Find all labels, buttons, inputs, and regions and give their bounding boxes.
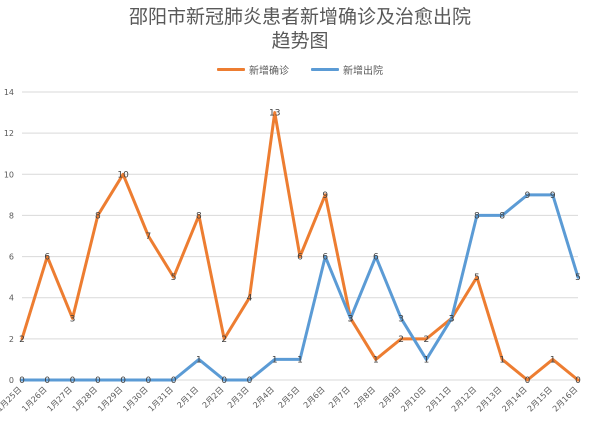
- data-label-confirmed: 2: [19, 335, 25, 345]
- data-label-confirmed: 1: [499, 355, 505, 365]
- x-tick-label: 1月26日: [20, 385, 48, 413]
- x-tick-label: 1月28日: [71, 385, 99, 413]
- data-label-confirmed: 2: [423, 335, 429, 345]
- x-tick-label: 1月27日: [45, 385, 73, 413]
- y-tick-label: 6: [9, 253, 14, 262]
- x-tick-label: 1月25日: [0, 385, 23, 413]
- series-line-confirmed: [20, 111, 580, 382]
- y-tick-label: 0: [9, 376, 14, 385]
- x-tick-label: 2月1日: [175, 385, 200, 410]
- y-tick-label: 8: [9, 211, 14, 220]
- legend-item-confirmed: 新增确诊: [217, 62, 289, 77]
- data-label-confirmed: 2: [398, 335, 404, 345]
- x-tick-label: 1月30日: [121, 385, 149, 413]
- x-tick-label: 2月11日: [425, 385, 453, 413]
- x-tick-label: 2月6日: [302, 385, 327, 410]
- x-tick-label: 2月15日: [526, 385, 554, 413]
- data-label-confirmed: 0: [525, 376, 531, 386]
- data-label-confirmed: 5: [171, 273, 177, 283]
- legend-label-discharged: 新增出院: [343, 66, 383, 77]
- x-tick-label: 2月7日: [327, 385, 352, 410]
- x-tick-label: 2月4日: [251, 385, 276, 410]
- x-tick-label: 1月31日: [147, 385, 175, 413]
- data-label-discharged: 8: [499, 211, 505, 221]
- chart-legend: 新增确诊 新增出院: [0, 62, 600, 77]
- data-label-discharged: 3: [348, 314, 354, 324]
- y-tick-label: 4: [9, 294, 14, 303]
- data-label-confirmed: 1: [373, 355, 379, 365]
- data-label-discharged: 0: [171, 376, 177, 386]
- data-label-discharged: 0: [95, 376, 101, 386]
- data-label-confirmed: 3: [348, 314, 354, 324]
- x-tick-label: 2月13日: [475, 385, 503, 413]
- legend-swatch-confirmed: [217, 68, 245, 71]
- data-label-confirmed: 1: [550, 355, 556, 365]
- data-label-discharged: 1: [272, 355, 278, 365]
- x-tick-label: 2月16日: [551, 385, 579, 413]
- data-label-discharged: 9: [525, 191, 531, 201]
- data-label-discharged: 1: [196, 355, 202, 365]
- data-label-discharged: 0: [221, 376, 227, 386]
- chart-title-line-1: 邵阳市新冠肺炎患者新增确诊及治愈出院: [128, 6, 471, 28]
- data-label-confirmed: 7: [145, 232, 151, 242]
- data-label-confirmed: 3: [70, 314, 76, 324]
- series-line-discharged: [20, 193, 580, 382]
- legend-label-confirmed: 新增确诊: [249, 66, 289, 77]
- data-label-discharged: 9: [550, 191, 556, 201]
- data-label-confirmed: 10: [117, 170, 129, 180]
- data-label-discharged: 5: [575, 273, 581, 283]
- data-label-discharged: 0: [120, 376, 126, 386]
- data-label-confirmed: 6: [297, 253, 303, 263]
- x-tick-label: 2月2日: [201, 385, 226, 410]
- legend-swatch-discharged: [311, 68, 339, 71]
- y-tick-label: 12: [4, 129, 14, 138]
- y-tick-label: 14: [4, 88, 14, 97]
- x-tick-label: 2月8日: [352, 385, 377, 410]
- x-tick-label: 2月10日: [399, 385, 427, 413]
- x-tick-label: 2月3日: [226, 385, 251, 410]
- x-tick-label: 2月14日: [500, 385, 528, 413]
- y-tick-label: 10: [4, 170, 14, 179]
- chart-title-line-2: 趋势图: [271, 30, 329, 52]
- data-label-discharged: 0: [247, 376, 253, 386]
- data-label-confirmed: 0: [575, 376, 581, 386]
- data-label-discharged: 6: [373, 253, 379, 263]
- data-label-discharged: 8: [474, 211, 480, 221]
- data-label-confirmed: 13: [269, 109, 280, 119]
- legend-item-discharged: 新增出院: [311, 62, 383, 77]
- data-label-confirmed: 4: [247, 294, 253, 304]
- data-label-confirmed: 8: [196, 211, 202, 221]
- x-tick-label: 2月12日: [450, 385, 478, 413]
- x-tick-label: 1月29日: [96, 385, 124, 413]
- data-label-discharged: 1: [297, 355, 303, 365]
- data-label-confirmed: 5: [474, 273, 480, 283]
- data-label-confirmed: 9: [322, 191, 328, 201]
- data-label-discharged: 0: [70, 376, 76, 386]
- data-label-discharged: 0: [44, 376, 50, 386]
- y-tick-label: 2: [9, 335, 14, 344]
- data-label-discharged: 0: [19, 376, 25, 386]
- data-label-confirmed: 3: [449, 314, 455, 324]
- data-label-discharged: 0: [145, 376, 151, 386]
- data-label-confirmed: 2: [221, 335, 227, 345]
- x-tick-label: 2月5日: [277, 385, 302, 410]
- data-label-discharged: 3: [398, 314, 404, 324]
- data-label-confirmed: 8: [95, 211, 101, 221]
- x-tick-label: 2月9日: [378, 385, 403, 410]
- data-label-confirmed: 6: [44, 253, 50, 263]
- data-label-discharged: 1: [423, 355, 429, 365]
- data-label-discharged: 3: [449, 314, 455, 324]
- data-label-discharged: 6: [322, 253, 328, 263]
